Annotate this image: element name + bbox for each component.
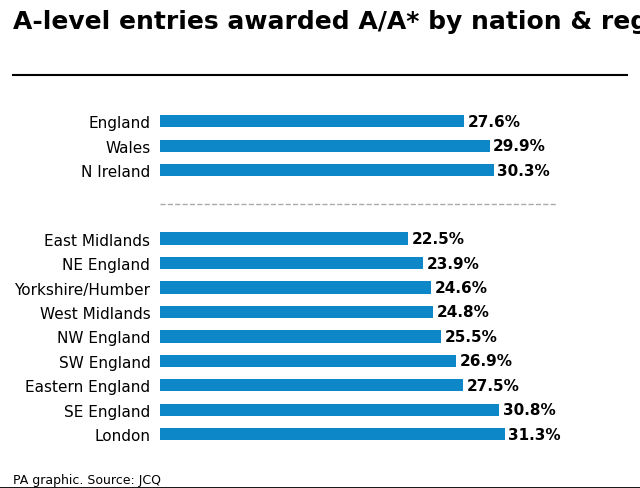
Bar [160,165,494,177]
Text: 24.8%: 24.8% [436,305,490,320]
Text: A-level entries awarded A/A* by nation & region: A-level entries awarded A/A* by nation &… [13,10,640,34]
Bar [160,355,456,367]
Bar [160,306,433,319]
Bar [160,233,408,245]
Text: 25.5%: 25.5% [444,329,497,344]
Text: 24.6%: 24.6% [435,281,488,295]
Text: 27.6%: 27.6% [467,115,520,129]
Bar [160,380,463,392]
Bar [160,141,490,152]
Text: 22.5%: 22.5% [412,232,464,246]
Text: 27.5%: 27.5% [467,378,519,393]
Text: PA graphic. Source: JCQ: PA graphic. Source: JCQ [13,472,161,486]
Bar [160,428,505,441]
Bar [160,282,431,294]
Text: 30.3%: 30.3% [497,163,550,178]
Text: 29.9%: 29.9% [493,139,546,154]
Text: 26.9%: 26.9% [460,354,513,368]
Text: 31.3%: 31.3% [508,427,561,442]
Text: 30.8%: 30.8% [503,403,556,417]
Bar [160,331,441,343]
Text: 23.9%: 23.9% [427,256,479,271]
Bar [160,116,464,128]
Bar [160,258,424,270]
Bar [160,404,499,416]
